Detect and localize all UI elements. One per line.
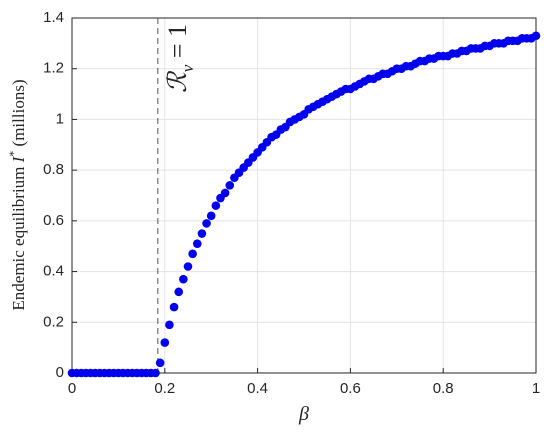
reference-label-rest: = 1 bbox=[163, 24, 192, 65]
y-label-var: I bbox=[9, 155, 28, 163]
data-point bbox=[160, 338, 170, 347]
data-point bbox=[151, 368, 160, 378]
data-point bbox=[531, 31, 541, 41]
reference-label-main: ℛ bbox=[163, 70, 193, 93]
y-tick-label: 0.2 bbox=[43, 313, 64, 330]
y-tick-label: 1.2 bbox=[43, 60, 64, 77]
y-tick-label: 0.4 bbox=[43, 263, 64, 280]
data-point bbox=[197, 229, 207, 238]
y-tick-label: 0.8 bbox=[43, 161, 64, 178]
x-axis-label: β bbox=[298, 403, 309, 425]
x-tick-label: 1 bbox=[532, 380, 540, 397]
data-point bbox=[225, 181, 235, 190]
y-tick-label: 1 bbox=[56, 110, 64, 127]
data-point bbox=[202, 219, 211, 228]
data-point bbox=[165, 320, 174, 330]
data-point bbox=[206, 211, 216, 221]
y-label-unit: (millions) bbox=[9, 79, 28, 150]
data-point bbox=[169, 302, 179, 312]
data-point bbox=[188, 249, 197, 259]
reference-label: ℛv = 1 bbox=[163, 24, 197, 93]
y-axis-label: Endemic equilibrium I* (millions) bbox=[6, 79, 28, 310]
x-tick-label: 0.6 bbox=[340, 380, 361, 397]
y-tick-label: 0 bbox=[56, 364, 64, 381]
y-tick-label: 1.4 bbox=[43, 9, 64, 26]
data-point bbox=[220, 188, 230, 198]
y-label-sup: * bbox=[6, 151, 20, 157]
y-label-text: Endemic equilibrium bbox=[9, 162, 28, 310]
data-point bbox=[155, 358, 165, 368]
data-point bbox=[192, 239, 202, 248]
data-point bbox=[211, 201, 221, 210]
data-point bbox=[179, 274, 188, 284]
x-tick-label: 0.8 bbox=[433, 380, 454, 397]
plot-frame bbox=[71, 17, 537, 374]
x-tick-label: 0.4 bbox=[247, 380, 268, 397]
reference-label-sub: v bbox=[178, 64, 197, 72]
x-tick-label: 0.2 bbox=[154, 380, 175, 397]
data-point bbox=[183, 262, 193, 271]
x-tick-label: 0 bbox=[68, 380, 76, 397]
data-point bbox=[174, 287, 184, 297]
y-tick-label: 0.6 bbox=[43, 212, 64, 229]
